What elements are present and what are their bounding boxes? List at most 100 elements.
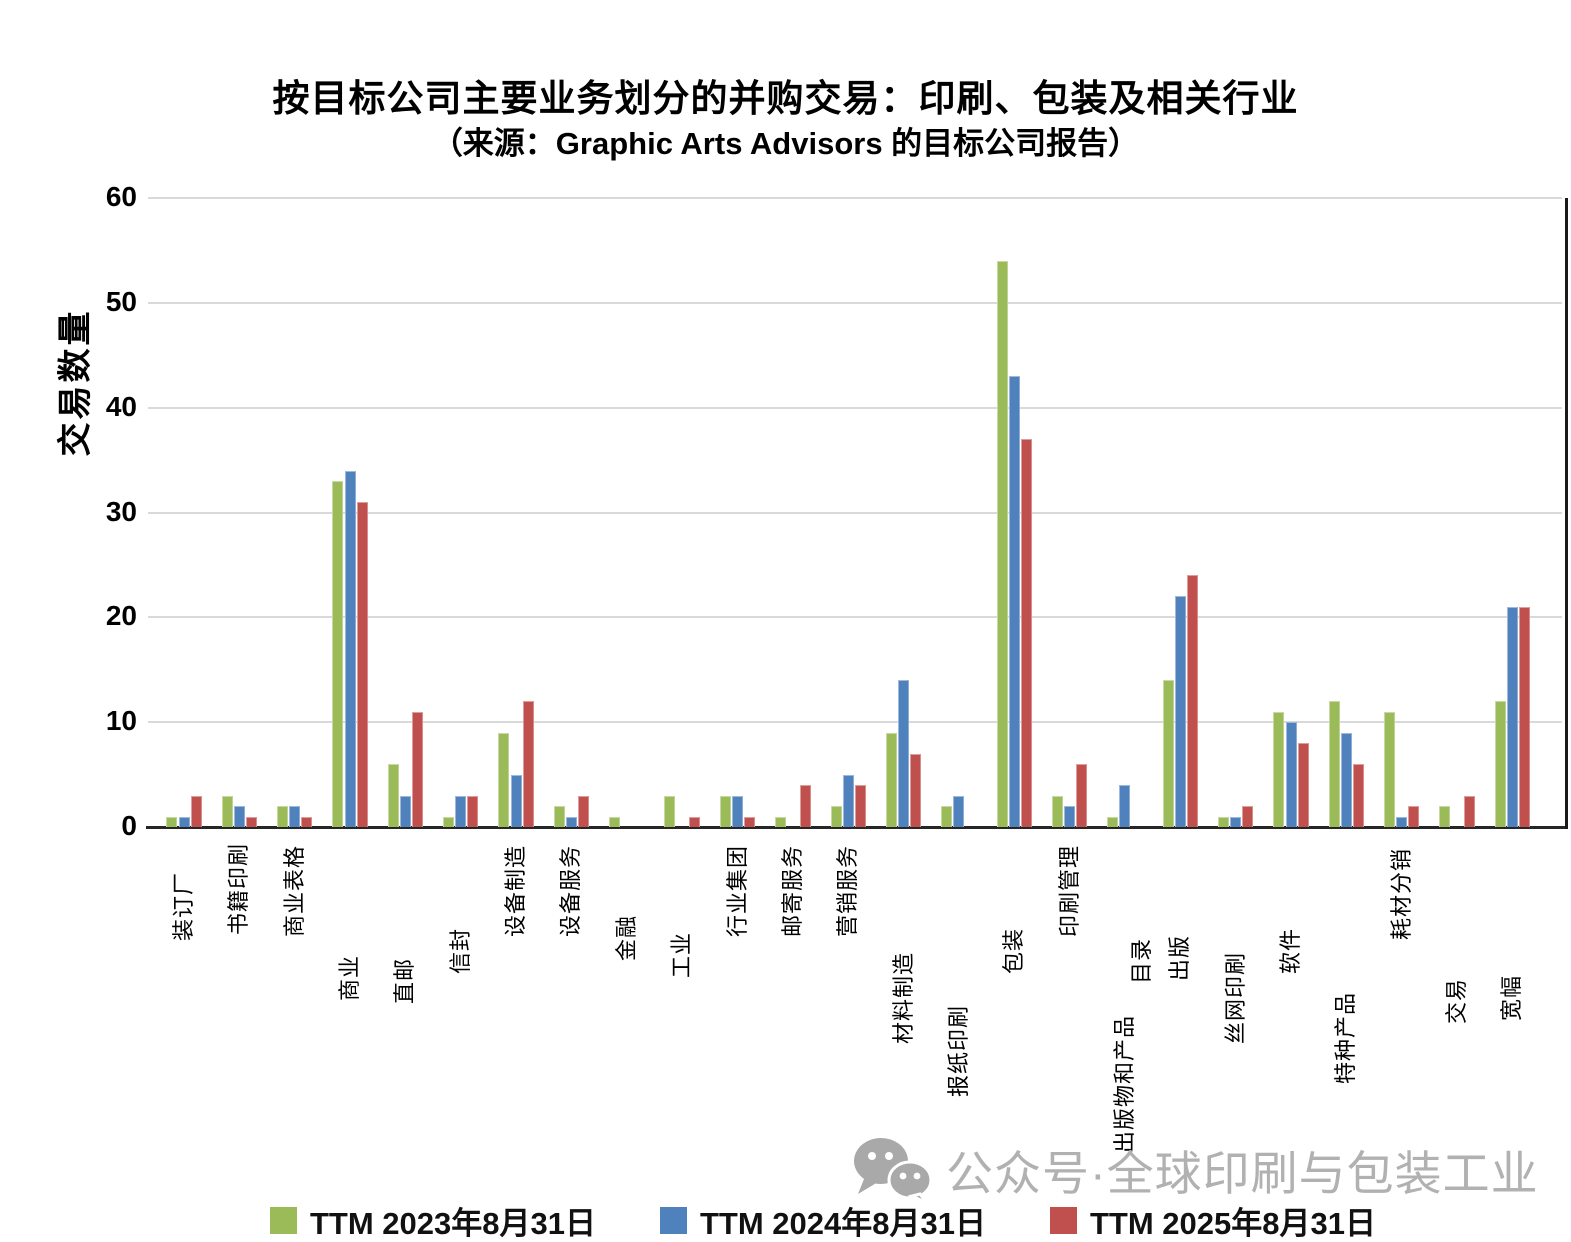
x-label-丝网印刷: 丝网印刷 [1222, 952, 1248, 1045]
legend-label-1: TTM 2023年8月31日 [310, 1206, 596, 1241]
bar-series2-营销服务 [842, 774, 854, 827]
x-label-信封: 信封 [447, 928, 473, 975]
bar-series3-特种产品 [1353, 764, 1365, 827]
gridline-50 [148, 301, 1562, 304]
x-label-邮寄服务: 邮寄服务 [779, 845, 805, 938]
x-label-材料制造: 材料制造 [890, 952, 916, 1045]
bar-series1-软件 [1273, 711, 1285, 827]
bar-series1-设备制造 [498, 732, 510, 827]
y-tick-30: 30 [105, 495, 137, 527]
gridline-30 [148, 511, 1562, 514]
bar-series1-营销服务 [830, 806, 842, 827]
x-label-金融: 金融 [613, 915, 639, 962]
bar-series2-材料制造 [898, 680, 910, 827]
legend-item-3: TTM 2025年8月31日 [1050, 1198, 1376, 1242]
x-label-宽幅: 宽幅 [1499, 975, 1525, 1022]
bar-series3-信封 [467, 795, 479, 827]
x-label-印刷管理: 印刷管理 [1056, 845, 1082, 938]
bar-series1-出版物和产品目录 [1107, 816, 1119, 827]
bar-series1-报纸印刷 [941, 806, 953, 827]
bar-series2-装订厂 [178, 816, 190, 827]
bar-series1-耗材分销 [1384, 711, 1395, 827]
bar-series3-材料制造 [910, 753, 922, 827]
bar-series2-耗材分销 [1396, 816, 1408, 827]
bar-series2-商业表格 [289, 806, 301, 827]
x-label-出版物和产品目录: 目录 [1128, 938, 1154, 985]
bar-series1-直邮 [387, 764, 399, 827]
legend-item-1: TTM 2023年8月31日 [270, 1198, 596, 1242]
x-label-设备服务: 设备服务 [558, 845, 584, 938]
bar-series1-包装 [996, 260, 1008, 827]
y-tick-60: 60 [105, 181, 137, 212]
watermark: 公众号·全球印刷与包装工业 [848, 1134, 1539, 1204]
bar-series2-软件 [1285, 722, 1297, 827]
bar-series3-商业表格 [301, 816, 313, 827]
gridline-60 [148, 197, 1562, 199]
chart-legend: TTM 2023年8月31日 TTM 2024年8月31日 TTM 2025年8月3… [270, 1198, 1376, 1242]
chart-title: 按目标公司主要业务划分的并购交易：印刷、包装及相关行业 [272, 78, 1299, 119]
bar-series1-装订厂 [166, 816, 178, 827]
y-tick-20: 20 [105, 600, 137, 632]
x-label-工业: 工业 [669, 932, 695, 979]
bar-series2-设备制造 [510, 774, 522, 827]
bar-series1-商业 [332, 481, 344, 827]
x-label-特种产品: 特种产品 [1333, 992, 1359, 1085]
plot-right-border [1565, 198, 1568, 829]
bar-series1-印刷管理 [1051, 795, 1063, 827]
bar-series3-设备服务 [578, 795, 590, 827]
x-label-营销服务: 营销服务 [835, 845, 861, 938]
bar-series2-丝网印刷 [1230, 816, 1242, 827]
y-tick-50: 50 [105, 285, 137, 317]
bar-series2-报纸印刷 [953, 795, 965, 827]
bar-series2-特种产品 [1340, 732, 1352, 827]
x-label-行业集团: 行业集团 [724, 845, 750, 938]
x-label-出版物和产品目录: 出版物和产品 [1111, 1015, 1137, 1154]
bar-series1-商业表格 [277, 806, 288, 827]
bar-series2-书籍印刷 [233, 806, 245, 827]
x-label-报纸印刷: 报纸印刷 [945, 1005, 971, 1098]
bar-series3-商业 [356, 502, 368, 827]
bar-series1-出版 [1162, 680, 1174, 827]
x-label-软件: 软件 [1278, 928, 1303, 975]
legend-swatch-3 [1050, 1207, 1077, 1234]
x-label-设备制造: 设备制造 [503, 845, 529, 938]
gridline-20 [148, 616, 1562, 619]
bar-series2-印刷管理 [1064, 806, 1076, 827]
bar-series2-出版 [1174, 596, 1186, 827]
bar-series2-设备服务 [565, 816, 577, 827]
wechat-icon [854, 1138, 933, 1204]
bar-series3-直邮 [412, 711, 424, 827]
bar-series1-书籍印刷 [221, 795, 233, 827]
x-label-直邮: 直邮 [392, 958, 418, 1005]
x-label-商业表格: 商业表格 [281, 845, 307, 938]
bar-series1-邮寄服务 [775, 816, 787, 827]
bar-series1-行业集团 [719, 795, 731, 827]
bar-series3-工业 [688, 816, 700, 827]
bar-series3-宽幅 [1519, 606, 1531, 827]
bar-series3-出版 [1187, 575, 1198, 827]
bar-series2-行业集团 [732, 795, 743, 827]
bar-series1-交易 [1439, 806, 1451, 827]
x-label-耗材分销: 耗材分销 [1388, 848, 1414, 941]
bar-series3-交易 [1463, 795, 1475, 827]
legend-swatch-2 [660, 1207, 687, 1234]
x-label-书籍印刷: 书籍印刷 [226, 843, 252, 936]
bar-series3-书籍印刷 [246, 816, 258, 827]
bar-series3-装订厂 [190, 795, 202, 827]
bar-series1-特种产品 [1328, 701, 1340, 827]
x-label-包装: 包装 [1001, 928, 1027, 975]
bar-series2-直邮 [399, 795, 411, 827]
bar-series2-商业 [344, 470, 356, 827]
bar-series3-邮寄服务 [799, 785, 811, 827]
bar-series2-宽幅 [1506, 606, 1518, 827]
bar-series3-印刷管理 [1076, 764, 1088, 827]
bar-series1-设备服务 [553, 806, 565, 827]
gridline-40 [148, 406, 1562, 409]
bar-series1-材料制造 [885, 732, 897, 827]
chart-subtitle: （来源：Graphic Arts Advisors 的目标公司报告） [431, 126, 1140, 161]
x-label-出版: 出版 [1167, 935, 1193, 982]
y-tick-40: 40 [105, 390, 137, 422]
legend-label-3: TTM 2025年8月31日 [1090, 1206, 1376, 1241]
bar-series1-丝网印刷 [1217, 816, 1229, 827]
